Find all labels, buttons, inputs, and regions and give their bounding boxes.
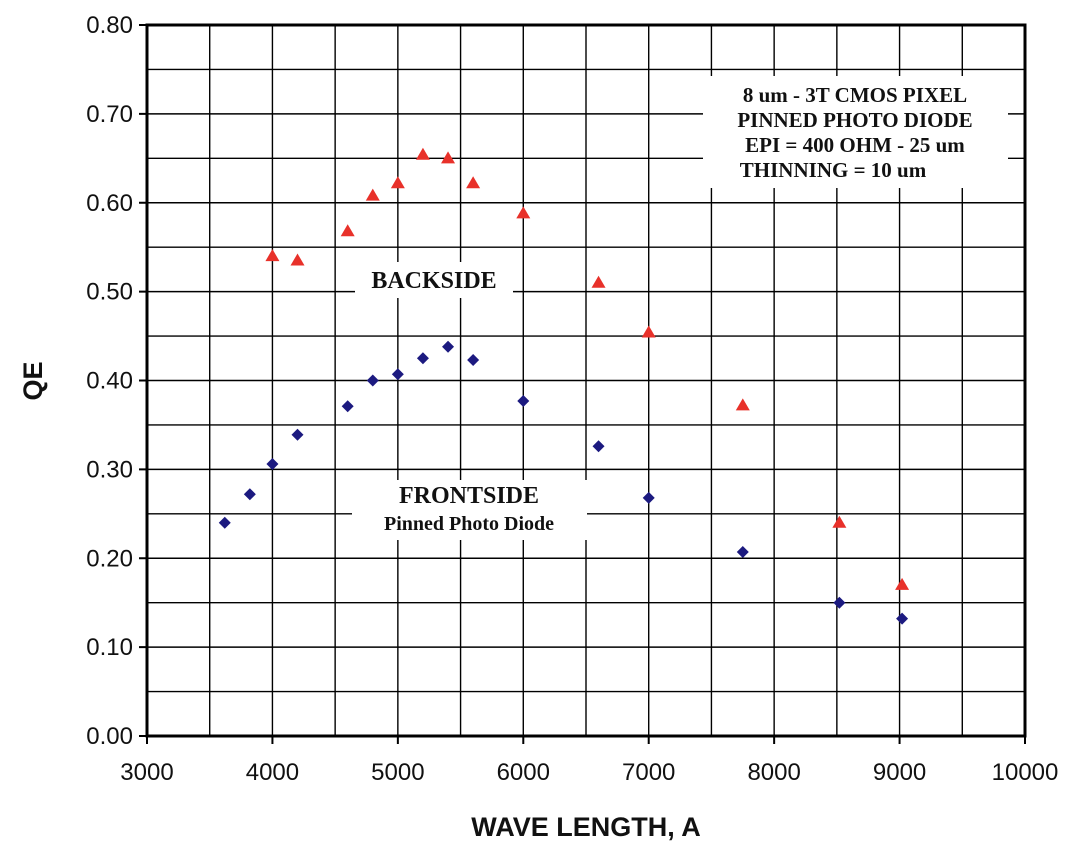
y-axis-title: QE (18, 361, 48, 400)
y-tick-label: 0.00 (86, 723, 133, 750)
frontside-point (391, 368, 404, 381)
frontside-point (416, 352, 429, 365)
y-tick-label: 0.80 (86, 12, 133, 39)
x-tick-label: 3000 (120, 759, 173, 786)
frontside-point (442, 340, 455, 353)
frontside-point (642, 491, 655, 504)
x-tick-label: 9000 (873, 759, 926, 786)
info-line-2: PINNED PHOTO DIODE (737, 108, 972, 132)
info-line-4: THINNING = 10 um (740, 158, 927, 182)
backside-point (895, 577, 910, 590)
frontside-point (736, 546, 749, 559)
data-points (218, 147, 910, 625)
backside-point (466, 176, 481, 189)
frontside-label: FRONTSIDE (399, 483, 539, 509)
backside-point (290, 253, 305, 266)
x-tick-label: 8000 (747, 759, 800, 786)
backside-point (340, 224, 355, 237)
y-tick-label: 0.50 (86, 279, 133, 306)
frontside-point (896, 612, 909, 625)
y-tick-label: 0.30 (86, 456, 133, 483)
info-box-bg (703, 76, 1008, 188)
y-tick-label: 0.70 (86, 101, 133, 128)
backside-point (415, 147, 430, 160)
backside-point (735, 398, 750, 411)
x-tick-label: 5000 (371, 759, 424, 786)
backside-point (265, 249, 280, 262)
frontside-point (341, 400, 354, 413)
backside-point (641, 325, 656, 338)
info-line-1: 8 um - 3T CMOS PIXEL (743, 83, 967, 107)
frontside-sublabel: Pinned Photo Diode (384, 513, 554, 535)
x-tick-label: 7000 (622, 759, 675, 786)
backside-point (516, 206, 531, 219)
frontside-point (467, 354, 480, 367)
frontside-point (833, 596, 846, 609)
frontside-point (366, 374, 379, 387)
axes (139, 23, 1027, 744)
backside-point (832, 515, 847, 528)
y-tick-label: 0.10 (86, 634, 133, 661)
x-tick-label: 4000 (246, 759, 299, 786)
frontside-point (218, 516, 231, 529)
frontside-point (517, 394, 530, 407)
frontside-point (266, 458, 279, 471)
backside-point (591, 275, 606, 288)
x-tick-label: 10000 (992, 759, 1059, 786)
y-tick-label: 0.60 (86, 190, 133, 217)
y-tick-label: 0.40 (86, 368, 133, 395)
frontside-point (243, 488, 256, 501)
backside-point (365, 188, 380, 201)
frontside-label-bg (352, 480, 587, 540)
backside-label: BACKSIDE (371, 268, 496, 294)
frontside-point (592, 440, 605, 453)
x-tick-label: 6000 (497, 759, 550, 786)
backside-point (390, 176, 405, 189)
tick-labels: 3000 4000 5000 6000 7000 8000 9000 10000 0.00 0.1… (86, 12, 1058, 786)
x-axis-title: WAVE LENGTH, A (471, 812, 701, 842)
backside-point (441, 151, 456, 164)
annotation-labels: BACKSIDE FRONTSIDE Pinned Photo Diode 8 … (352, 76, 1008, 540)
frontside-point (291, 428, 304, 441)
backside-label-bg (355, 262, 513, 298)
info-line-3: EPI = 400 OHM - 25 um (745, 133, 965, 157)
y-tick-label: 0.20 (86, 545, 133, 572)
